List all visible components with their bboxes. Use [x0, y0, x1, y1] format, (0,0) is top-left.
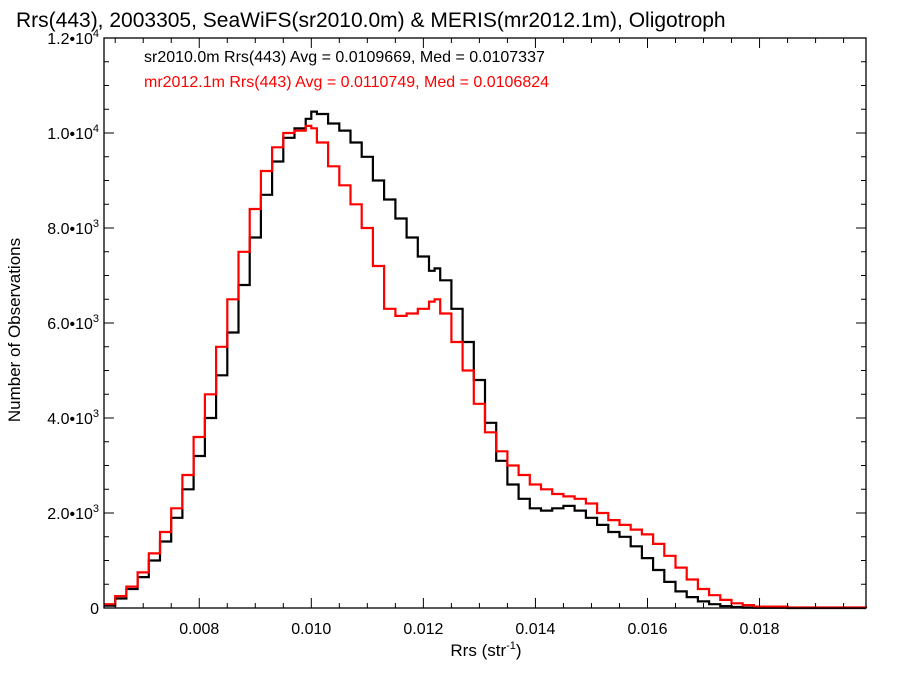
y-tick-label: 0 — [90, 601, 99, 618]
y-tick-label: 4.0•103 — [47, 408, 99, 428]
x-tick-label: 0.018 — [740, 621, 780, 638]
x-tick-label: 0.016 — [627, 621, 667, 638]
x-axis-label-text: Rrs (str — [450, 641, 506, 660]
x-axis-label: Rrs (str-1) — [450, 640, 521, 660]
chart-title: Rrs(443), 2003305, SeaWiFS(sr2010.0m) & … — [16, 9, 726, 32]
y-axis-label: Number of Observations — [5, 238, 24, 422]
x-tick-label: 0.008 — [179, 621, 219, 638]
x-tick-label: 0.010 — [291, 621, 331, 638]
y-tick-label: 1.2•104 — [47, 28, 99, 48]
legend-entry-2: mr2012.1m Rrs(443) Avg = 0.0110749, Med … — [144, 74, 549, 91]
x-axis-label-superscript: -1 — [506, 640, 516, 652]
legend-entry-1: sr2010.0m Rrs(443) Avg = 0.0109669, Med … — [144, 49, 545, 66]
axes: 0.008 0.010 0.012 0.014 0.016 0.018 0 2.0•103 4.… — [47, 28, 867, 638]
x-tick-label: 0.014 — [515, 621, 555, 638]
legend: sr2010.0m Rrs(443) Avg = 0.0109669, Med … — [144, 49, 549, 91]
x-tick-label: 0.012 — [403, 621, 443, 638]
y-tick-label: 6.0•103 — [47, 313, 99, 333]
x-axis-label-close: ) — [516, 641, 522, 660]
series-line-1 — [104, 110, 866, 610]
y-tick-label: 1.0•104 — [47, 123, 99, 143]
y-tick-label: 8.0•103 — [47, 218, 99, 238]
series-line-2 — [104, 124, 868, 609]
plot-area — [104, 110, 868, 610]
y-tick-label: 2.0•103 — [47, 503, 99, 523]
